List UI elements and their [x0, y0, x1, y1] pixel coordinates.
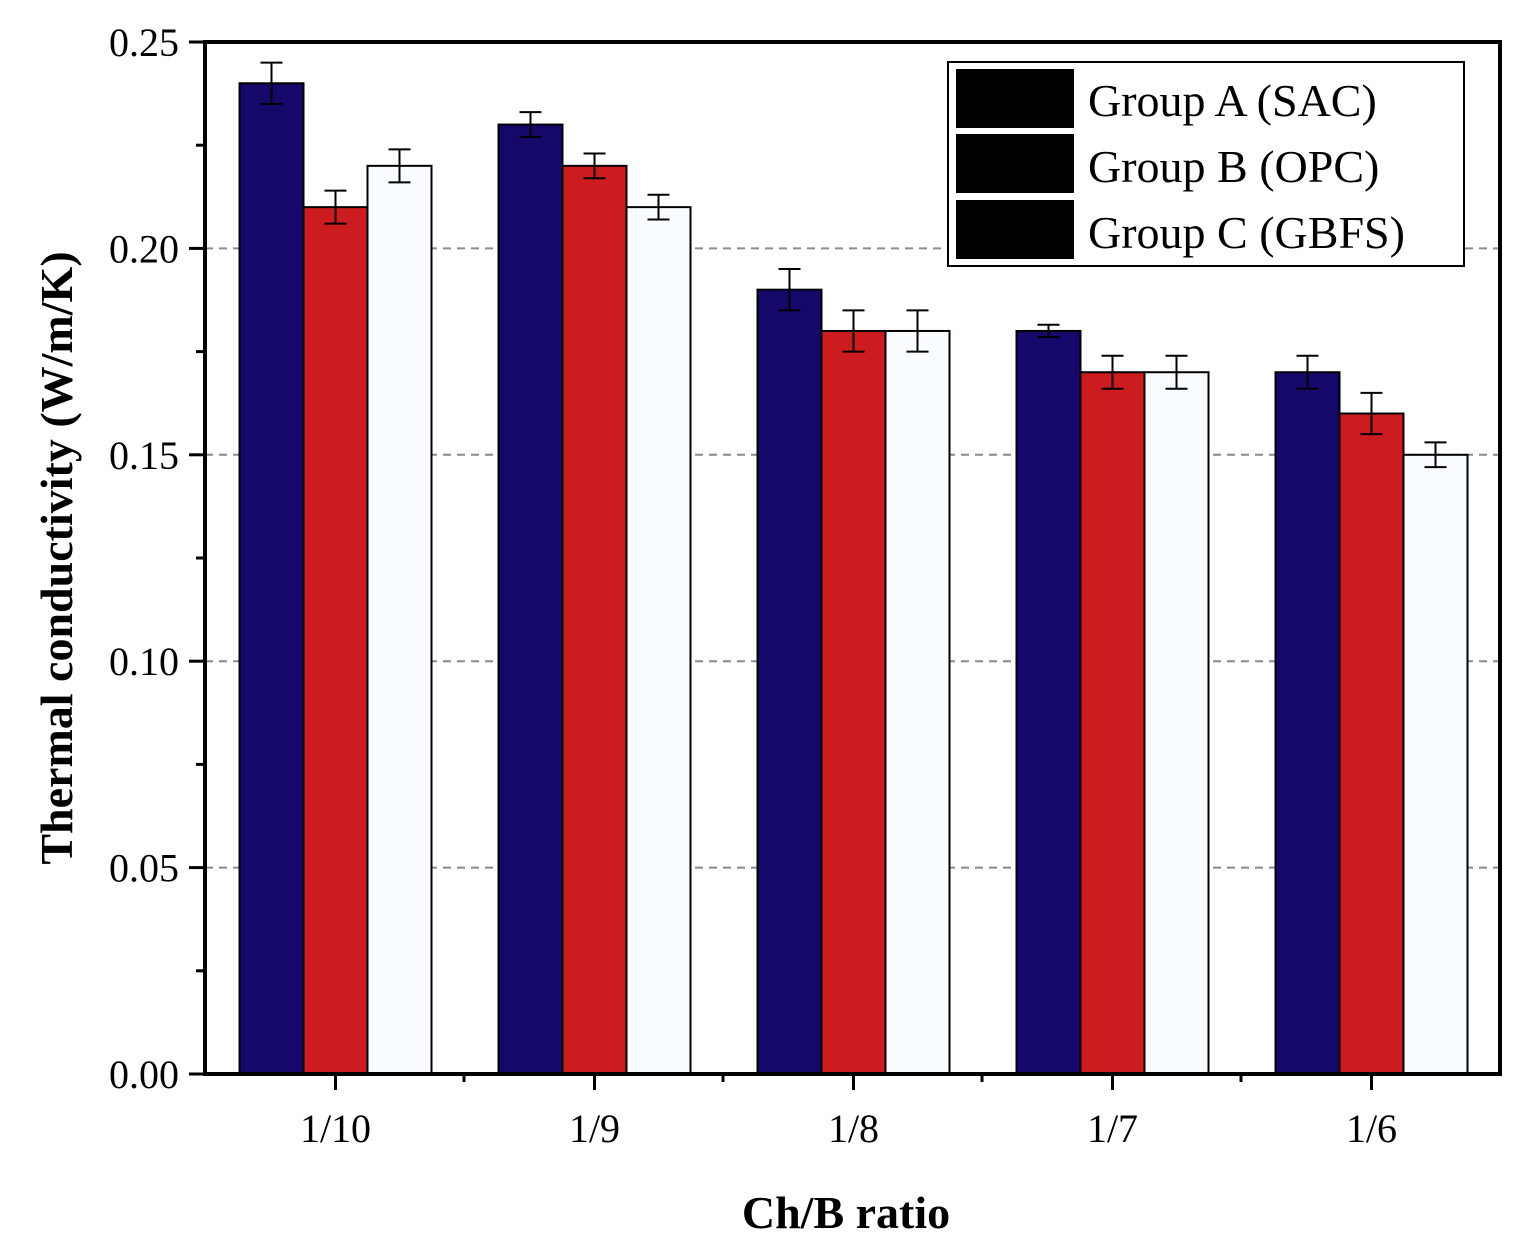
legend-label-group-a: Group A (SAC) [1088, 75, 1377, 126]
y-tick-label-0: 0.00 [109, 1052, 179, 1097]
y-tick-label-5: 0.25 [109, 20, 179, 65]
bar-0-3 [1015, 329, 1082, 1075]
bar-0-1 [497, 123, 564, 1075]
y-axis-title: Thermal conductivity (W/m/K) [31, 251, 82, 864]
y-tick-label-4: 0.20 [109, 226, 179, 271]
y-tick-label-1: 0.05 [109, 846, 179, 891]
x-tick-label-0: 1/10 [300, 1106, 371, 1151]
x-tick-label-4: 1/6 [1346, 1106, 1397, 1151]
bar-0-4 [1274, 371, 1341, 1075]
bar-0-2 [756, 288, 823, 1075]
bar-1-4 [1338, 412, 1405, 1075]
bar-1-1 [561, 164, 628, 1075]
legend-swatch-group-c [956, 200, 1074, 259]
bar-1-0 [302, 206, 369, 1075]
axes-layer [189, 40, 1502, 1090]
legend-swatch-group-a [956, 69, 1074, 128]
x-tick-label-1: 1/9 [569, 1106, 620, 1151]
y-tick-label-3: 0.15 [109, 433, 179, 478]
bar-2-2 [884, 329, 951, 1075]
legend-label-group-c: Group C (GBFS) [1088, 207, 1405, 258]
x-tick-label-2: 1/8 [828, 1106, 879, 1151]
bar-1-3 [1079, 371, 1146, 1075]
legend-swatch-group-b [956, 134, 1074, 193]
y-tick-label-2: 0.10 [109, 639, 179, 684]
x-axis-title: Ch/B ratio [742, 1187, 950, 1238]
bar-1-2 [820, 329, 887, 1075]
bar-2-4 [1402, 453, 1469, 1075]
bar-2-0 [366, 164, 433, 1075]
bar-0-0 [238, 82, 305, 1075]
bar-2-1 [625, 206, 692, 1075]
x-tick-label-3: 1/7 [1087, 1106, 1138, 1151]
bar-2-3 [1143, 371, 1210, 1075]
legend-label-group-b: Group B (OPC) [1088, 141, 1379, 192]
labels-layer: 1/10 1/9 1/8 1/7 1/6 0.00 0.05 0.10 0.15 0.20 0.25 [109, 20, 1397, 1151]
legend: Group A (SAC) Group B (OPC) Group C (GBF… [947, 61, 1465, 267]
